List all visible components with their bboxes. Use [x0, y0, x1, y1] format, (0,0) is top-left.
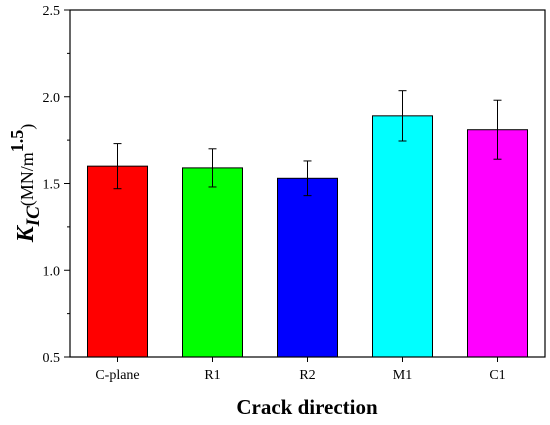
- bar-m1: [372, 115, 433, 358]
- y-axis-close: ): [17, 124, 38, 130]
- y-axis-title: KIC(MN/m1.5): [7, 124, 44, 244]
- bar-r2: [277, 177, 338, 358]
- y-tick-label: 1.5: [43, 178, 61, 193]
- y-tick-label: 1.0: [43, 264, 61, 279]
- error-bars-layer: [113, 90, 502, 197]
- y-axis-subscript: IC: [23, 206, 44, 227]
- x-tick-label: M1: [393, 368, 412, 383]
- y-tick-label: 0.5: [43, 351, 61, 366]
- x-axis-title: Crack direction: [236, 395, 378, 419]
- y-axis-unit: (MN/m: [17, 152, 38, 206]
- bar-c1: [467, 129, 528, 358]
- x-axis: C-plane R1 R2 M1 C1: [95, 357, 506, 383]
- y-axis: 0.5 1.0 1.5 2.0 2.5: [43, 4, 70, 366]
- x-tick-label: C-plane: [95, 368, 139, 383]
- x-tick-label: C1: [489, 368, 505, 383]
- y-tick-label: 2.0: [43, 91, 61, 106]
- y-tick-label: 2.5: [43, 4, 61, 19]
- bar-r1: [182, 167, 243, 358]
- bar-c-plane: [87, 165, 148, 358]
- y-axis-symbol: K: [13, 224, 39, 243]
- y-axis-exponent: 1.5: [7, 130, 27, 153]
- bars-layer: [87, 115, 528, 358]
- x-tick-label: R1: [204, 368, 220, 383]
- x-tick-label: R2: [299, 368, 315, 383]
